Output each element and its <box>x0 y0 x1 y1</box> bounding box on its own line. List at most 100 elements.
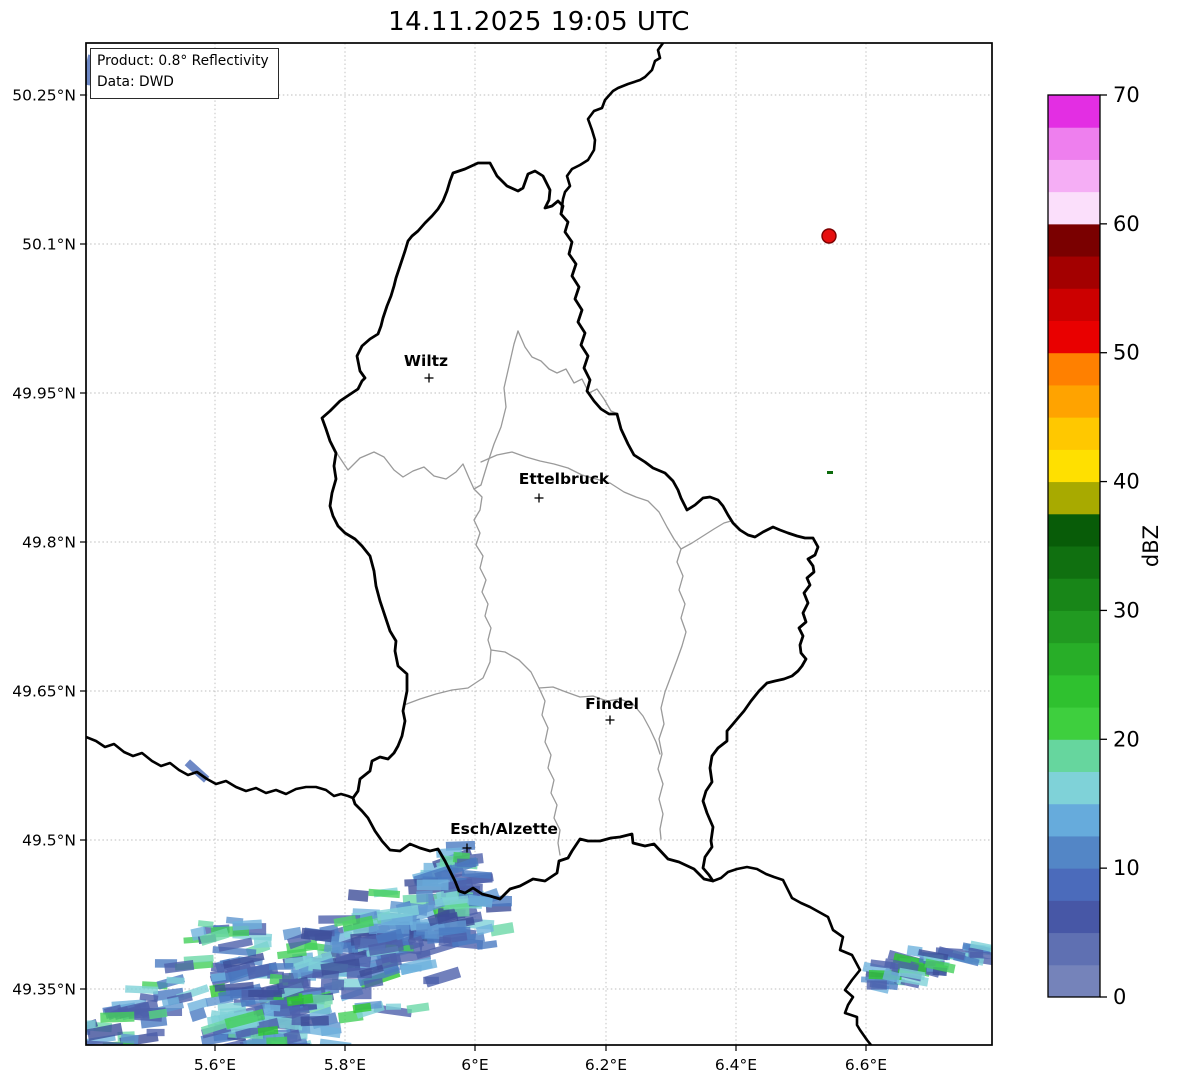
radar-echo-bin <box>257 1025 279 1037</box>
radar-echo-bin <box>224 1008 266 1030</box>
radar-echo-bin <box>884 958 919 973</box>
colorbar-tick-label: 10 <box>1113 856 1140 880</box>
radar-echo-bin <box>347 889 369 902</box>
colorbar-segment <box>1048 642 1100 676</box>
radar-echo-bin <box>93 1049 115 1063</box>
grid-layer <box>86 43 992 1045</box>
colorbar: 0 10 20 30 40 50 60 70 dBZ <box>1047 83 1163 1009</box>
radar-echo-bin <box>161 996 180 1007</box>
city-label: Findel <box>585 695 639 713</box>
x-tick-label: 5.6°E <box>194 1056 236 1074</box>
radar-echo-bin <box>489 922 515 937</box>
colorbar-segment <box>1048 256 1100 289</box>
canton-border <box>335 330 519 490</box>
colorbar-tick-label: 30 <box>1113 598 1140 622</box>
radar-echo-bin <box>436 912 459 925</box>
radar-echo-bin <box>475 923 494 936</box>
radar-echo-bin <box>86 1024 91 1035</box>
colorbar-tick-label: 70 <box>1113 83 1140 107</box>
colorbar-tick-label: 50 <box>1113 341 1140 365</box>
radar-echo-bin <box>164 960 195 974</box>
radar-echo-bin <box>243 1054 261 1062</box>
radar-echo-bin <box>300 927 333 943</box>
radar-echo-bin <box>293 951 333 971</box>
radar-echo-bin <box>286 993 314 1007</box>
radar-echo-bin <box>234 1017 280 1039</box>
radar-echo-bin <box>423 976 439 985</box>
y-tick-label: 50.1°N <box>22 236 76 254</box>
canton-border <box>538 687 561 856</box>
colorbar-segment <box>1048 449 1100 483</box>
radar-echo-bin <box>333 915 357 927</box>
radar-echo-bin <box>146 1028 165 1037</box>
radar-echo-bin <box>46 1051 79 1062</box>
radar-echo-bin <box>241 1048 273 1063</box>
x-tick-label: 6°E <box>461 1056 488 1074</box>
colorbar-axis-label: dBZ <box>1139 525 1163 567</box>
radar-echo-bin <box>969 940 992 953</box>
radar-echo-bin <box>51 1057 85 1071</box>
radar-echo-bin <box>139 993 159 1003</box>
radar-echo-bin <box>461 869 492 879</box>
radar-echo-bin <box>924 958 956 974</box>
y-tick-label: 50.25°N <box>12 87 76 105</box>
radar-echo-bin <box>217 937 253 952</box>
radar-echo-bin <box>442 932 468 944</box>
radar-echo-bin <box>279 979 311 989</box>
radar-echo-bin <box>82 1055 123 1063</box>
plot-spines <box>85 42 993 1046</box>
colorbar-segment <box>1048 417 1100 450</box>
legend-data-line: Data: DWD <box>97 74 174 91</box>
radar-echo-bin <box>298 1022 342 1039</box>
colorbar-segment <box>1048 964 1100 998</box>
radar-echo-bin <box>93 1051 127 1064</box>
colorbar-tick-label: 40 <box>1113 470 1140 494</box>
radar-echo-bin <box>200 1018 233 1036</box>
radar-echo-bin <box>86 1022 123 1041</box>
border-france-germany <box>711 865 873 1045</box>
colorbar-segment <box>1048 868 1100 901</box>
radar-echo-bin <box>399 956 433 976</box>
radar-echo-bin <box>323 940 345 955</box>
radar-echo-bin <box>264 1004 281 1012</box>
radar-echo-bin <box>342 915 374 932</box>
colorbar-outline <box>1047 94 1101 998</box>
colorbar-segment <box>1048 513 1100 547</box>
radar-echo-bin <box>248 989 283 998</box>
city-layer: Wiltz Ettelbruck Findel Esch/Alzette <box>404 352 639 853</box>
y-tick-label: 49.95°N <box>12 385 76 403</box>
colorbar-segment <box>1048 578 1100 611</box>
x-tick-label: 6.4°E <box>715 1056 757 1074</box>
radar-echo-bin <box>918 949 949 961</box>
radar-echo-bin <box>882 969 901 984</box>
legend-box: Product: 0.8° Reflectivity Data: DWD <box>90 48 279 99</box>
radar-echo-bin <box>242 1030 278 1045</box>
radar-echo-bin <box>283 1029 302 1045</box>
radar-echo-bin <box>148 1008 168 1020</box>
legend-product-line: Product: 0.8° Reflectivity <box>97 53 269 69</box>
colorbar-segment <box>1048 771 1100 805</box>
colorbar-segment <box>1048 803 1100 837</box>
radar-echo-bin <box>368 888 401 899</box>
radar-echo-bin <box>86 1040 124 1045</box>
colorbar-segment <box>1048 95 1100 128</box>
radar-echo-bin <box>55 1033 70 1042</box>
colorbar-segment <box>1048 288 1100 321</box>
radar-echo-bin <box>187 997 209 1012</box>
radar-echo-bin <box>210 1010 255 1024</box>
colorbar-segment <box>1048 546 1100 579</box>
radar-echo-bin <box>352 1002 372 1014</box>
colorbar-tick-label: 60 <box>1113 212 1140 236</box>
y-tick-label: 49.5°N <box>22 832 76 850</box>
radar-echo-bin <box>300 1015 329 1027</box>
canton-border <box>517 330 619 415</box>
colorbar-segment <box>1048 900 1100 934</box>
radar-echo-bin <box>385 1003 402 1010</box>
y-tick-label: 49.8°N <box>22 534 76 552</box>
radar-echo-bin <box>467 894 493 908</box>
radar-echo-bin <box>416 890 434 903</box>
city-label: Wiltz <box>404 352 448 370</box>
canton-border <box>473 488 492 651</box>
